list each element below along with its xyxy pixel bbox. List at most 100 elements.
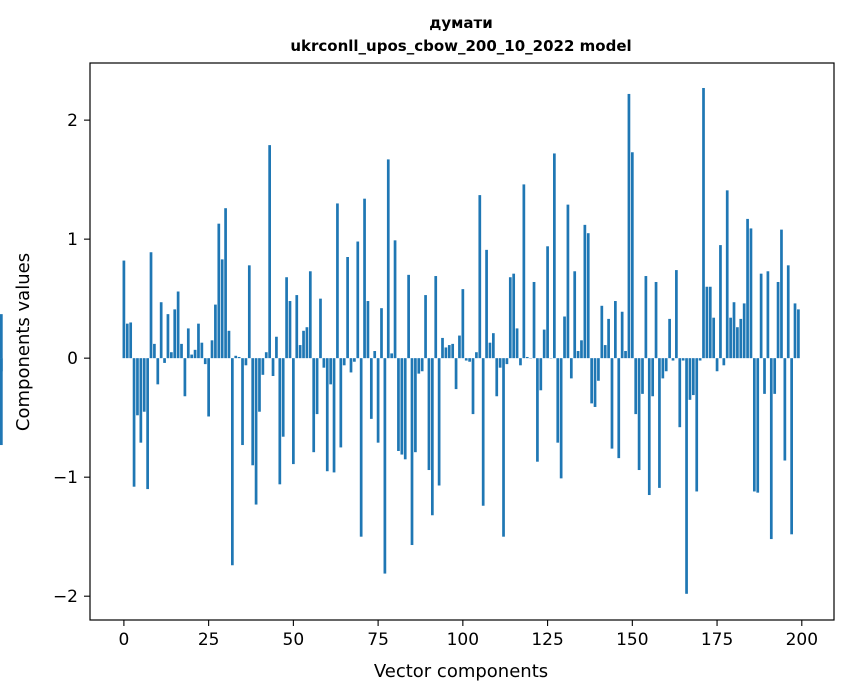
- bar-component-134: [576, 351, 580, 359]
- bar-component-189: [763, 358, 766, 394]
- bar-component-95: [444, 347, 448, 359]
- bar-component-114: [508, 277, 512, 359]
- bar-component-92: [434, 276, 438, 359]
- bar-component-159: [661, 358, 665, 379]
- bar-component-191: [769, 358, 773, 540]
- x-tick-label: 75: [367, 630, 389, 650]
- bar-component-184: [746, 218, 749, 359]
- bar-component-163: [675, 270, 678, 359]
- bar-component-48: [285, 277, 288, 359]
- bar-component-1: [125, 323, 129, 359]
- bar-component-136: [583, 224, 587, 359]
- y-tick-label: 1: [67, 230, 78, 250]
- bar-component-4: [136, 358, 139, 416]
- bar-component-23: [200, 342, 204, 359]
- bar-component-17: [180, 343, 183, 359]
- bar-component-98: [454, 358, 458, 390]
- bar-component-15: [173, 309, 177, 359]
- bar-component-195: [783, 358, 787, 461]
- bar-component-70: [359, 358, 363, 537]
- bar-component-13: [166, 314, 170, 359]
- bar-component-164: [678, 358, 682, 428]
- bar-component-165: [681, 358, 685, 361]
- bar-component-76: [380, 308, 383, 359]
- bar-component-167: [688, 358, 692, 400]
- x-axis-label: Vector components: [374, 661, 548, 682]
- bar-component-37: [247, 265, 251, 359]
- bar-component-61: [329, 358, 333, 385]
- bar-component-undefined: [0, 358, 3, 372]
- bar-component-109: [492, 333, 495, 359]
- bar-component-146: [617, 358, 621, 459]
- bar-component-25: [207, 358, 210, 417]
- bar-component-196: [786, 265, 790, 359]
- bar-component-172: [705, 286, 709, 359]
- chart-title-line-2: ukrconll_upos_cbow_200_10_2022 model: [290, 37, 631, 55]
- y-axis-ticks: −2 −1 0 1 2: [53, 111, 90, 607]
- bar-component-38: [251, 358, 255, 466]
- bar-component-59: [322, 358, 326, 368]
- bar-component-135: [580, 340, 583, 359]
- bar-component-183: [742, 303, 746, 359]
- plot-frame: [89, 62, 835, 621]
- bar-component-124: [542, 329, 546, 359]
- bar-component-19: [186, 328, 190, 359]
- bar-component-138: [590, 358, 593, 404]
- bar-component-12: [163, 358, 166, 363]
- bar-component-153: [641, 358, 644, 394]
- bar-component-49: [288, 301, 292, 359]
- bar-component-2: [129, 322, 133, 359]
- bar-component-29: [220, 259, 224, 359]
- bar-component-42: [264, 352, 268, 359]
- x-tick-label: 125: [531, 630, 563, 650]
- bar-component-50: [292, 358, 295, 465]
- bar-component-104: [475, 352, 478, 359]
- bar-component-91: [430, 358, 434, 516]
- bar-component-3: [132, 358, 136, 487]
- bar-component-21: [193, 349, 197, 359]
- bar-component-83: [403, 358, 407, 460]
- bar-component-36: [244, 358, 248, 366]
- bar-component-52: [298, 345, 302, 359]
- bar-component-179: [729, 317, 732, 359]
- bar-component-86: [414, 358, 417, 453]
- bar-component-162: [671, 358, 675, 361]
- bar-component-197: [790, 358, 793, 535]
- bar-component-154: [644, 276, 648, 359]
- bar-component-66: [346, 257, 349, 359]
- bar-component-178: [725, 190, 729, 359]
- bar-component-160: [664, 358, 668, 372]
- bar-component-71: [363, 198, 366, 359]
- bar-component-182: [739, 318, 743, 359]
- bar-component-125: [546, 246, 549, 359]
- bar-component-157: [654, 281, 658, 359]
- bar-component-99: [458, 335, 461, 359]
- bar-component-77: [383, 358, 387, 574]
- bar-component-158: [658, 358, 661, 488]
- y-axis-label: Components values: [13, 253, 34, 431]
- bar-component-51: [295, 295, 299, 359]
- bar-component-193: [776, 281, 780, 359]
- bar-component-0: [122, 260, 126, 359]
- bar-component-141: [600, 305, 604, 359]
- bar-component-74: [373, 351, 377, 359]
- y-tick-label: 2: [67, 111, 78, 131]
- bar-component-108: [488, 342, 492, 359]
- bar-component-175: [715, 358, 719, 372]
- bar-component-18: [183, 358, 187, 397]
- x-tick-label: 100: [447, 630, 479, 650]
- bar-component-152: [637, 358, 641, 471]
- bar-component-84: [407, 274, 410, 359]
- bar-component-192: [773, 358, 777, 394]
- bar-component-117: [519, 358, 522, 366]
- bar-component-127: [553, 153, 556, 359]
- bars-group: [0, 87, 800, 594]
- bar-component-78: [386, 159, 390, 359]
- bar-component-57: [315, 358, 319, 415]
- bar-component-53: [302, 330, 305, 359]
- bar-component-199: [797, 309, 800, 359]
- x-tick-label: 150: [616, 630, 648, 650]
- bar-component-168: [691, 358, 695, 396]
- bar-component-129: [559, 358, 563, 479]
- x-tick-label: 200: [786, 630, 818, 650]
